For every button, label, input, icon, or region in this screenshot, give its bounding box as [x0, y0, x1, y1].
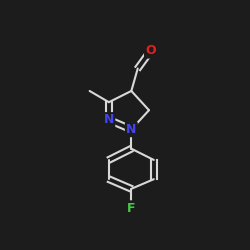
- Text: F: F: [127, 202, 136, 214]
- Text: N: N: [126, 123, 136, 136]
- Text: O: O: [145, 44, 156, 57]
- Text: N: N: [104, 113, 114, 126]
